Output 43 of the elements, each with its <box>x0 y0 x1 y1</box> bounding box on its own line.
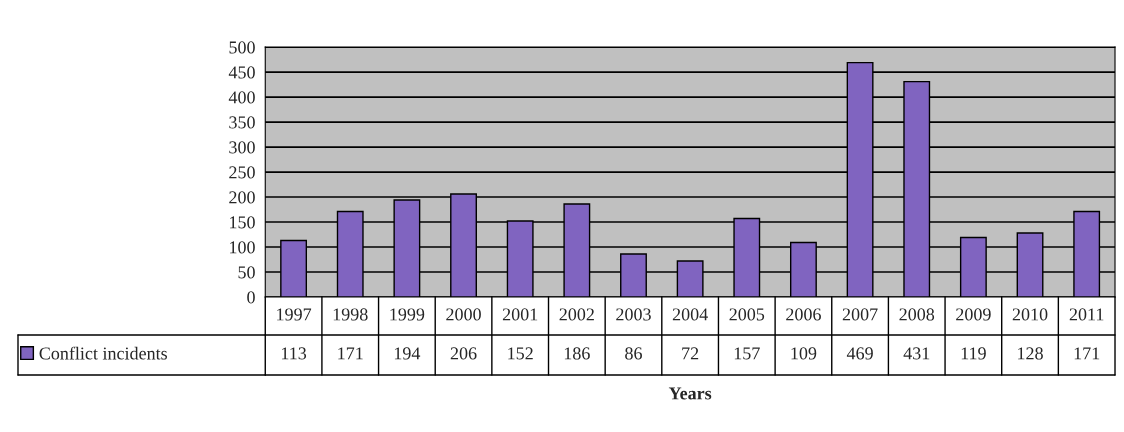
y-tick-label: 200 <box>229 191 255 204</box>
y-tick-label: 50 <box>238 266 255 279</box>
data-label: 86 <box>625 347 642 360</box>
y-tick-label: 300 <box>229 141 255 154</box>
x-tick-label: 2003 <box>616 308 651 321</box>
x-tick-label: 1999 <box>390 308 425 321</box>
data-label: 206 <box>450 347 477 360</box>
y-tick-label: 150 <box>230 216 255 229</box>
data-label: 194 <box>394 347 421 360</box>
x-tick-label: 2008 <box>899 308 935 321</box>
data-label: 119 <box>961 347 986 360</box>
data-label: 171 <box>1074 347 1100 360</box>
legend-label: Conflict incidents <box>39 346 167 360</box>
y-tick-label: 450 <box>228 66 255 79</box>
data-label: 157 <box>734 347 760 360</box>
x-tick-label: 1998 <box>333 308 368 321</box>
data-label: 186 <box>564 347 590 360</box>
x-tick-label: 2001 <box>502 308 538 321</box>
x-tick-label: 2007 <box>842 308 878 321</box>
x-tick-label: 2009 <box>956 308 991 321</box>
data-label: 152 <box>508 347 533 360</box>
data-label: 469 <box>846 347 873 360</box>
data-label: 72 <box>682 347 699 360</box>
data-label: 171 <box>338 347 363 360</box>
x-tick-label: 2004 <box>672 308 708 321</box>
y-tick-label: 350 <box>229 116 255 129</box>
data-label: 113 <box>281 347 307 360</box>
data-label: 128 <box>1018 347 1043 360</box>
y-tick-label: 250 <box>229 166 255 179</box>
x-axis-title: Years <box>668 387 712 400</box>
x-tick-label: 1997 <box>277 308 312 321</box>
x-tick-label: 2010 <box>1012 308 1048 321</box>
x-tick-label: 2006 <box>786 308 821 321</box>
x-tick-label: 2000 <box>446 308 481 321</box>
y-tick-label: 100 <box>230 241 255 254</box>
x-tick-label: 2005 <box>729 308 765 321</box>
x-tick-label: 2002 <box>559 308 594 321</box>
data-label: 109 <box>791 347 817 360</box>
data-label: 431 <box>903 347 930 360</box>
y-tick-label: 0 <box>247 291 255 304</box>
y-tick-label: 500 <box>229 41 255 54</box>
x-tick-label: 2011 <box>1069 308 1104 321</box>
y-tick-label: 400 <box>228 91 255 104</box>
